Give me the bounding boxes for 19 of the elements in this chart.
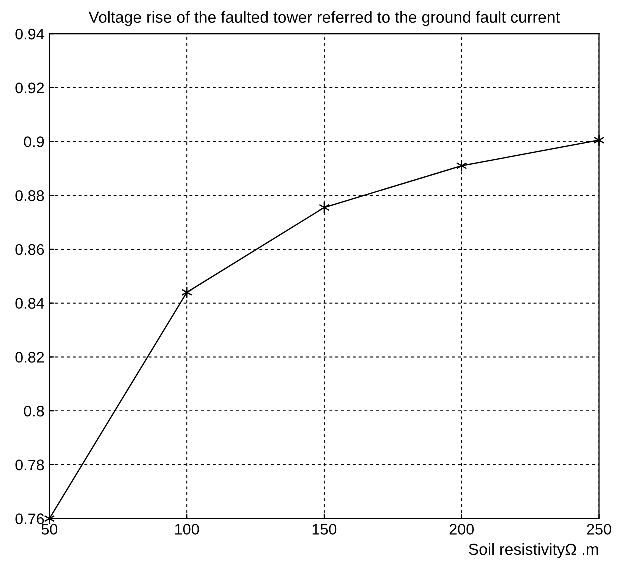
y-tick-label: 0.94 <box>16 28 44 40</box>
x-tick-label: 250 <box>587 524 612 535</box>
x-tick-label: 50 <box>42 524 58 535</box>
x-tick-label: 200 <box>450 524 474 535</box>
x-axis-title: Soil resistivityΩ .m <box>469 543 598 558</box>
y-tick-label: 0.9 <box>24 136 44 148</box>
x-tick-label: 100 <box>175 524 200 535</box>
y-tick-label: 0.78 <box>16 460 44 471</box>
y-tick-label: 0.82 <box>16 352 44 363</box>
y-tick-label: 0.88 <box>16 190 44 202</box>
chart-title: Voltage rise of the faulted tower referred to the ground fault current <box>88 11 560 26</box>
y-tick-label: 0.8 <box>24 406 44 417</box>
x-tick-label: 150 <box>312 524 337 535</box>
y-tick-label: 0.92 <box>16 82 44 94</box>
point <box>456 160 468 172</box>
y-tick-label: 0.84 <box>16 298 44 310</box>
point <box>594 134 605 147</box>
y-tick-label: 0.76 <box>16 514 44 524</box>
y-tick-label: 0.86 <box>16 244 44 256</box>
